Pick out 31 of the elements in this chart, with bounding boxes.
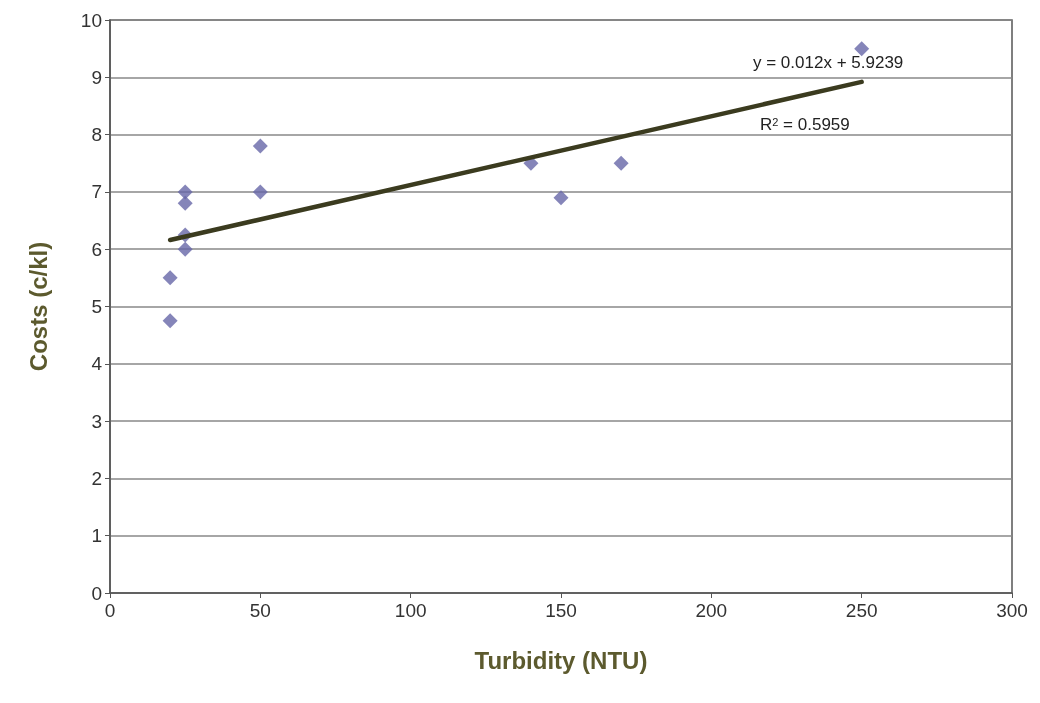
point: [162, 270, 178, 286]
y-axis-title: Costs (c/kl): [24, 241, 52, 372]
x-tick-label: 100: [394, 600, 427, 621]
point: [177, 241, 193, 257]
point: [854, 41, 870, 57]
y-tick-label: 4: [91, 353, 103, 375]
x-tick-label: 250: [845, 600, 878, 621]
x-tick-label: 50: [249, 600, 271, 621]
y-tick-label: 9: [91, 66, 102, 88]
point: [162, 313, 178, 329]
point: [613, 155, 629, 171]
point: [252, 184, 268, 200]
x-tick-label: 150: [545, 600, 577, 621]
y-tick-label: 2: [91, 467, 102, 489]
annotation: y = 0.012x + 5.9239: [753, 53, 904, 72]
point: [553, 190, 569, 206]
y-tick-label: 5: [91, 296, 102, 317]
point: [252, 138, 268, 154]
y-tick-label: 6: [91, 238, 102, 260]
point: [177, 184, 193, 200]
y-tick-label: 8: [91, 124, 102, 146]
y-tick-label: 7: [91, 181, 102, 203]
x-tick-label: 300: [996, 600, 1028, 621]
x-tick-label: 0: [104, 600, 116, 621]
y-tick-label: 3: [91, 410, 102, 432]
x-tick-label: 200: [695, 600, 728, 621]
y-tick-label: 1: [91, 525, 102, 547]
x-axis-title: Turbidity (NTU): [474, 646, 648, 674]
point: [177, 195, 193, 211]
y-tick-label: 0: [91, 582, 102, 604]
y-tick-label: 10: [80, 9, 102, 31]
